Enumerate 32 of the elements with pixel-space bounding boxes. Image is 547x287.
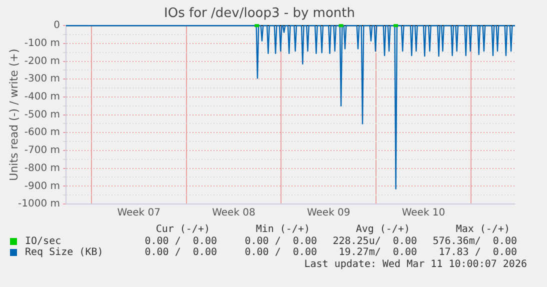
text: 19.27m/ 0.00 bbox=[338, 247, 417, 258]
legend-label: Req Size (KB) bbox=[25, 247, 104, 258]
text: 17.83 / 0.00 bbox=[438, 247, 517, 258]
text: Min (-/+) bbox=[254, 224, 310, 236]
text: 0.00 / 0.00 bbox=[244, 247, 317, 258]
text: 0.00 / 0.00 bbox=[144, 247, 217, 258]
x-tick-label: Week 09 bbox=[306, 208, 350, 219]
x-tick-label: Week 10 bbox=[402, 208, 446, 219]
x-tick-label: Week 08 bbox=[212, 208, 256, 219]
text: Cur (-/+) bbox=[154, 224, 210, 236]
text: Max (-/+) bbox=[454, 224, 510, 236]
y-tick-label: -300 m bbox=[24, 74, 60, 85]
y-tick-label: -700 m bbox=[24, 145, 60, 156]
y-tick-label: 0 bbox=[54, 20, 60, 32]
text: Last update: Wed Mar 11 10:00:07 2026 bbox=[303, 258, 528, 270]
chart-title: IOs for /dev/loop3 - by month bbox=[164, 6, 355, 22]
x-tick-label: Week 07 bbox=[117, 208, 161, 219]
text: 0.00 / 0.00 bbox=[144, 236, 217, 247]
text: 228.25u/ 0.00 bbox=[332, 236, 417, 247]
text: 576.36m/ 0.00 bbox=[432, 236, 517, 247]
y-tick-label: -1000 m bbox=[18, 198, 60, 210]
y-tick-label: -600 m bbox=[24, 127, 60, 138]
legend-label: IO/sec bbox=[25, 236, 62, 247]
text: 0.00 / 0.00 bbox=[244, 236, 317, 247]
text: Avg (-/+) bbox=[354, 224, 410, 236]
y-tick-label: -800 m bbox=[24, 162, 60, 174]
y-tick-label: -100 m bbox=[24, 38, 60, 50]
y-tick-label: -900 m bbox=[24, 180, 60, 192]
y-tick-label: -200 m bbox=[24, 56, 60, 67]
y-tick-label: -500 m bbox=[24, 109, 60, 120]
y-tick-label: -400 m bbox=[24, 92, 60, 103]
y-axis-title: Units read (-) / write (+) bbox=[7, 48, 20, 181]
